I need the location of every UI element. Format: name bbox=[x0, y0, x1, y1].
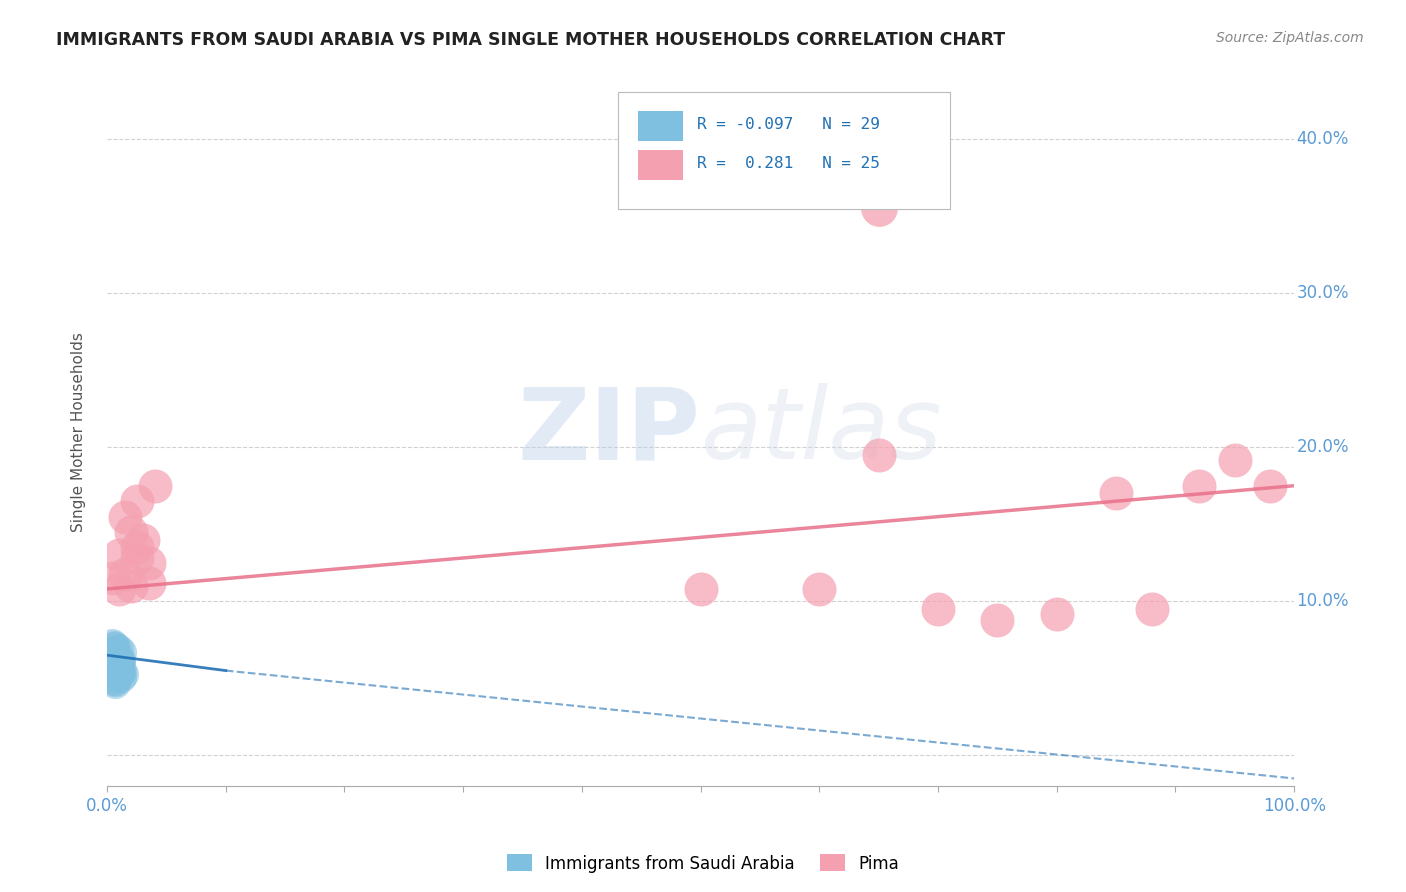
Point bbox=[108, 653, 131, 667]
Point bbox=[108, 582, 131, 596]
Point bbox=[107, 659, 129, 673]
Point bbox=[110, 664, 132, 678]
Point bbox=[1105, 486, 1128, 500]
Point bbox=[101, 648, 124, 663]
Point bbox=[808, 582, 831, 596]
Point bbox=[108, 654, 131, 668]
Point bbox=[104, 676, 127, 690]
Point bbox=[101, 571, 124, 585]
Point bbox=[114, 509, 136, 524]
Point bbox=[868, 202, 890, 216]
Point bbox=[125, 541, 148, 555]
Text: 10.0%: 10.0% bbox=[1296, 592, 1348, 610]
Point bbox=[986, 613, 1008, 627]
Text: 30.0%: 30.0% bbox=[1296, 285, 1348, 302]
Text: atlas: atlas bbox=[700, 384, 942, 480]
Point bbox=[1223, 452, 1246, 467]
Point bbox=[120, 524, 142, 539]
Point bbox=[105, 656, 128, 670]
Point bbox=[114, 566, 136, 581]
Point bbox=[108, 665, 131, 680]
Text: Source: ZipAtlas.com: Source: ZipAtlas.com bbox=[1216, 31, 1364, 45]
Text: R =  0.281   N = 25: R = 0.281 N = 25 bbox=[697, 156, 880, 171]
Point bbox=[107, 662, 129, 676]
Text: R = -0.097   N = 29: R = -0.097 N = 29 bbox=[697, 118, 880, 132]
Point bbox=[101, 664, 124, 678]
Text: ZIP: ZIP bbox=[517, 384, 700, 480]
Point bbox=[689, 582, 711, 596]
Point bbox=[101, 637, 124, 651]
Y-axis label: Single Mother Households: Single Mother Households bbox=[72, 332, 86, 532]
Point bbox=[108, 659, 131, 673]
Point bbox=[108, 656, 131, 670]
Legend: Immigrants from Saudi Arabia, Pima: Immigrants from Saudi Arabia, Pima bbox=[501, 847, 905, 880]
Point bbox=[927, 602, 949, 616]
Point bbox=[1260, 479, 1282, 493]
Bar bbox=[638, 112, 683, 141]
Point bbox=[1046, 607, 1069, 621]
Point bbox=[105, 651, 128, 665]
Point bbox=[120, 579, 142, 593]
Point bbox=[107, 668, 129, 682]
Point bbox=[103, 671, 125, 685]
Point bbox=[111, 666, 134, 681]
Point bbox=[110, 670, 132, 684]
Point bbox=[868, 448, 890, 462]
Point bbox=[131, 533, 153, 547]
Text: IMMIGRANTS FROM SAUDI ARABIA VS PIMA SINGLE MOTHER HOUSEHOLDS CORRELATION CHART: IMMIGRANTS FROM SAUDI ARABIA VS PIMA SIN… bbox=[56, 31, 1005, 49]
Point bbox=[125, 494, 148, 508]
Text: 40.0%: 40.0% bbox=[1296, 130, 1348, 148]
Point bbox=[103, 640, 125, 655]
Point bbox=[108, 660, 131, 674]
Point bbox=[110, 645, 132, 659]
Point bbox=[1140, 602, 1163, 616]
Point bbox=[108, 548, 131, 562]
Point bbox=[105, 649, 128, 664]
Point bbox=[105, 657, 128, 672]
Point bbox=[1188, 479, 1211, 493]
Point bbox=[103, 673, 125, 687]
Text: 20.0%: 20.0% bbox=[1296, 438, 1348, 456]
Point bbox=[104, 643, 127, 657]
Point bbox=[143, 479, 166, 493]
Bar bbox=[638, 151, 683, 180]
Point bbox=[125, 551, 148, 566]
FancyBboxPatch shape bbox=[617, 92, 950, 209]
Point bbox=[104, 647, 127, 661]
Point bbox=[107, 642, 129, 657]
Point bbox=[138, 575, 160, 590]
Point bbox=[138, 556, 160, 570]
Point bbox=[103, 639, 125, 653]
Point bbox=[104, 674, 127, 689]
